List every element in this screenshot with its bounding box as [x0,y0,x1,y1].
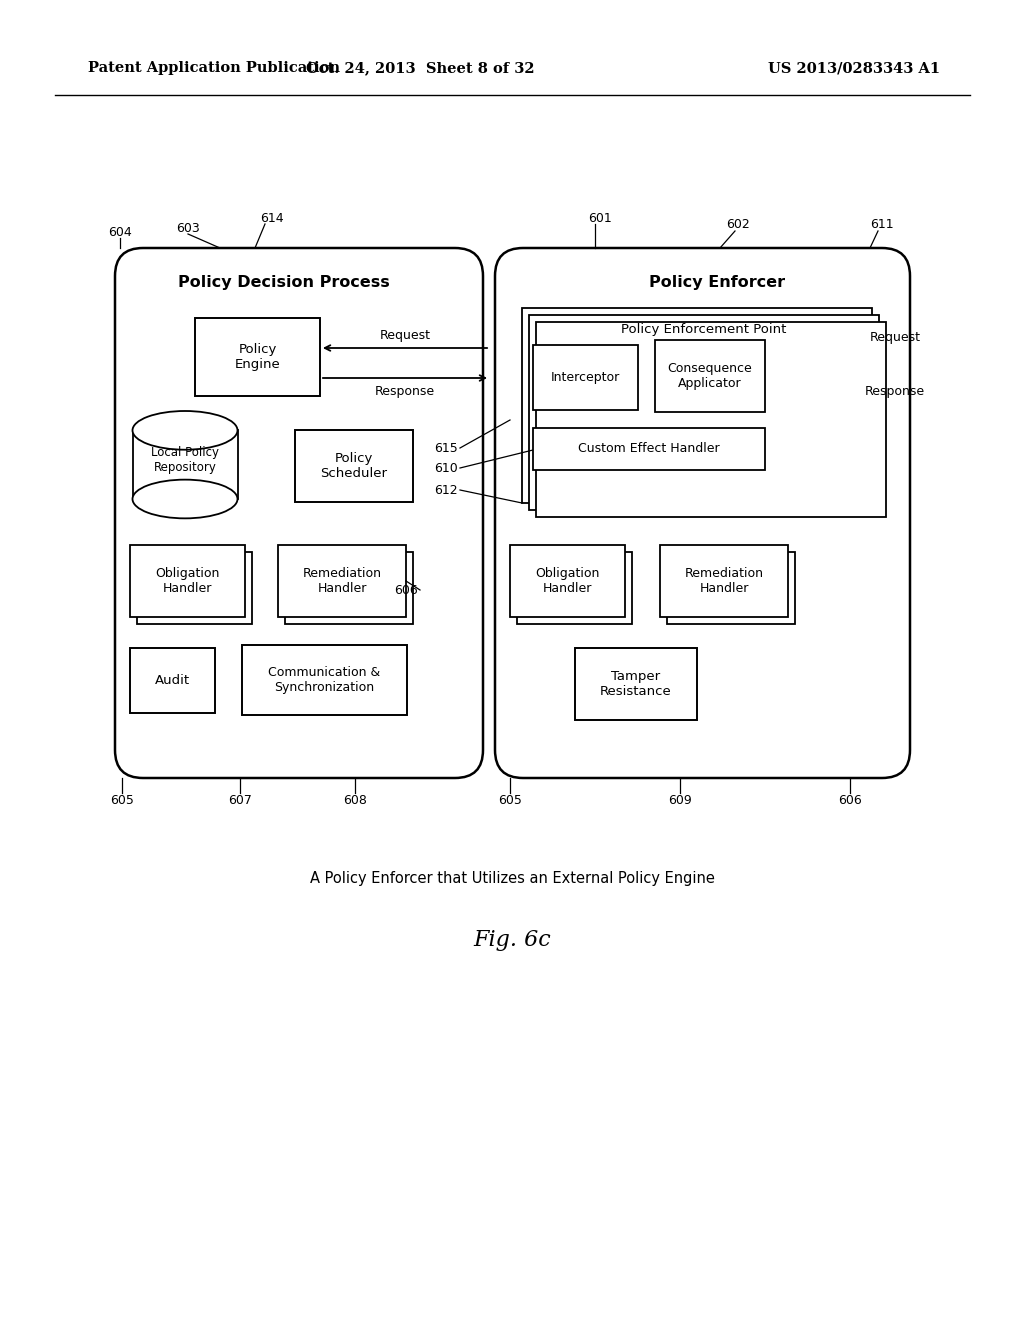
Text: 606: 606 [394,583,418,597]
FancyBboxPatch shape [495,248,910,777]
Text: Response: Response [865,385,925,399]
Bar [522,308,872,503]
Text: Policy Decision Process: Policy Decision Process [178,276,390,290]
Bar [130,545,245,616]
Text: Policy
Engine: Policy Engine [234,343,281,371]
Bar [655,341,765,412]
Bar [242,645,407,715]
FancyBboxPatch shape [115,248,483,777]
Text: 602: 602 [726,219,750,231]
Text: 608: 608 [343,793,367,807]
Bar [195,318,319,396]
Text: Communication &
Synchronization: Communication & Synchronization [268,667,381,694]
Bar [536,322,886,517]
Text: 612: 612 [434,483,458,496]
Text: 615: 615 [434,441,458,454]
Bar [137,552,252,624]
Text: Remediation
Handler: Remediation Handler [684,568,764,595]
Text: A Policy Enforcer that Utilizes an External Policy Engine: A Policy Enforcer that Utilizes an Exter… [309,870,715,886]
Text: Policy Enforcement Point: Policy Enforcement Point [622,323,786,337]
Text: 607: 607 [228,793,252,807]
Bar [510,545,625,616]
Text: Request: Request [380,330,430,342]
Text: 603: 603 [176,222,200,235]
Text: 611: 611 [870,219,894,231]
Text: Consequence
Applicator: Consequence Applicator [668,362,753,389]
Bar [295,430,413,502]
Bar [285,552,413,624]
Bar [517,552,632,624]
Text: Patent Application Publication: Patent Application Publication [88,61,340,75]
Text: 614: 614 [260,211,284,224]
Text: Tamper
Resistance: Tamper Resistance [600,671,672,698]
Text: Local Policy
Repository: Local Policy Repository [151,446,219,474]
Text: Obligation
Handler: Obligation Handler [536,568,600,595]
Bar [667,552,795,624]
Ellipse shape [132,479,238,519]
Bar [130,648,215,713]
Bar [534,428,765,470]
Text: Interceptor: Interceptor [551,371,621,384]
Text: Custom Effect Handler: Custom Effect Handler [579,442,720,455]
Bar [534,345,638,411]
Text: Oct. 24, 2013  Sheet 8 of 32: Oct. 24, 2013 Sheet 8 of 32 [306,61,535,75]
Bar [660,545,788,616]
Ellipse shape [132,411,238,450]
Text: 606: 606 [838,793,862,807]
Text: 605: 605 [110,793,134,807]
Text: US 2013/0283343 A1: US 2013/0283343 A1 [768,61,940,75]
Text: Policy Enforcer: Policy Enforcer [649,276,785,290]
Bar [278,545,406,616]
Text: 601: 601 [588,211,612,224]
Bar [529,315,879,510]
Text: Policy
Scheduler: Policy Scheduler [321,451,387,480]
Text: 610: 610 [434,462,458,474]
Text: 604: 604 [109,226,132,239]
Text: Remediation
Handler: Remediation Handler [302,568,382,595]
Text: 609: 609 [668,793,692,807]
Text: Response: Response [375,385,435,399]
Text: 605: 605 [498,793,522,807]
Bar [132,430,238,499]
Text: Request: Request [869,331,921,345]
Text: Fig. 6c: Fig. 6c [473,929,551,950]
Text: Obligation
Handler: Obligation Handler [156,568,220,595]
Bar [575,648,697,719]
Text: Audit: Audit [155,675,190,686]
